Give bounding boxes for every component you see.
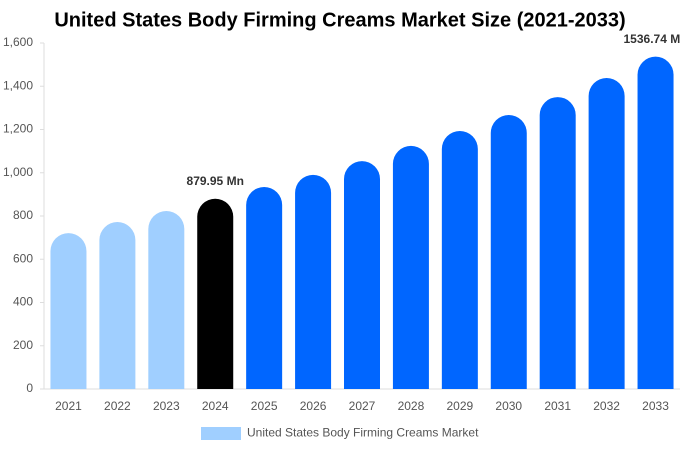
x-tick-label: 2031	[544, 399, 571, 413]
x-tick-label: 2032	[593, 399, 620, 413]
x-tick-label: 2024	[202, 399, 229, 413]
x-tick-label: 2025	[251, 399, 278, 413]
x-tick-label: 2033	[642, 399, 669, 413]
data-label: 1536.74 Mn	[624, 32, 680, 46]
x-tick-label: 2021	[55, 399, 82, 413]
bar	[344, 161, 380, 389]
bar	[148, 211, 185, 389]
x-tick-label: 2022	[104, 399, 131, 413]
bar	[246, 187, 283, 389]
bar	[490, 115, 527, 390]
bar	[295, 174, 332, 389]
legend-label: United States Body Firming Creams Market	[247, 426, 479, 440]
y-tick-label: 800	[13, 208, 33, 222]
bar	[441, 131, 478, 390]
bar	[392, 145, 429, 389]
y-tick-label: 200	[13, 338, 33, 352]
y-tick-label: 1,400	[3, 78, 33, 92]
y-tick-label: 1,600	[3, 35, 33, 49]
bar	[637, 56, 674, 389]
x-tick-label: 2028	[398, 399, 425, 413]
legend-swatch	[201, 427, 241, 440]
chart-title: United States Body Firming Creams Market…	[54, 9, 625, 31]
bar	[197, 198, 234, 389]
y-tick-label: 1,000	[3, 165, 33, 179]
y-tick-label: 600	[13, 251, 33, 265]
data-label: 879.95 Mn	[187, 174, 244, 188]
x-tick-label: 2030	[495, 399, 522, 413]
bar	[50, 233, 87, 389]
y-tick-label: 400	[13, 295, 33, 309]
y-tick-label: 1,200	[3, 122, 33, 136]
x-tick-label: 2023	[153, 399, 180, 413]
bar	[99, 222, 136, 389]
bar	[539, 97, 576, 389]
x-tick-label: 2026	[300, 399, 327, 413]
x-tick-label: 2027	[349, 399, 376, 413]
bar	[588, 78, 625, 389]
y-tick-label: 0	[26, 381, 33, 395]
x-tick-label: 2029	[446, 399, 473, 413]
